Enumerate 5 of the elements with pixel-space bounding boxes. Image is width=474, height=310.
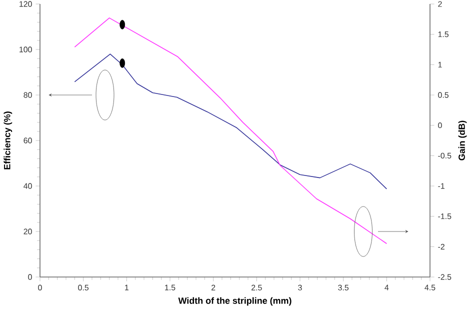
y-axis-title: Efficiency (%) [4,112,12,170]
y2-axis-title: Gain (dB) [458,120,467,160]
line-series [74,54,388,190]
x-axis-title: Width of the stripline (mm) [178,297,292,306]
line-series [74,18,388,244]
